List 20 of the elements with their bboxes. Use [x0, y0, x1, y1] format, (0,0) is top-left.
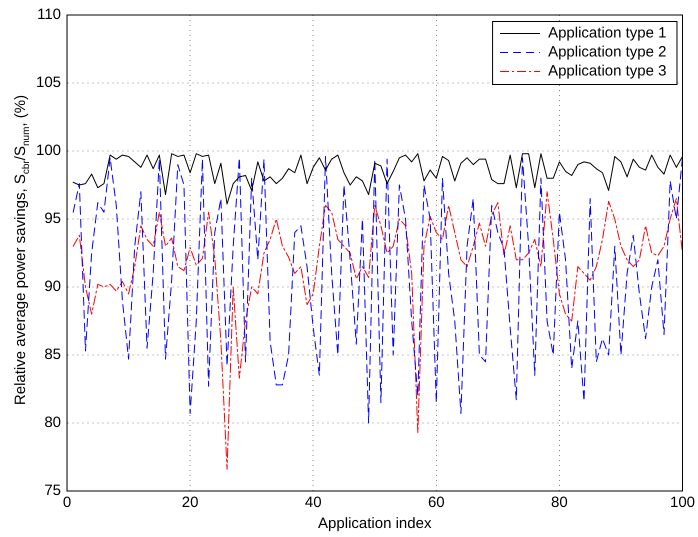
- y-tick-label: 75: [44, 482, 62, 500]
- x-axis-title: Application index: [318, 515, 432, 532]
- y-tick-label: 85: [44, 346, 62, 364]
- x-tick-label: 60: [428, 494, 445, 512]
- legend-label: Application type 3: [548, 62, 666, 80]
- legend-label: Application type 1: [548, 24, 666, 42]
- y-tick-label: 80: [44, 414, 62, 432]
- legend-label: Application type 2: [548, 44, 666, 61]
- y-tick-label: 95: [44, 210, 62, 228]
- x-tick-label: 80: [551, 494, 568, 512]
- y-tick-label: 110: [37, 6, 62, 24]
- x-tick-label: 40: [304, 494, 322, 512]
- y-tick-label: 90: [44, 278, 62, 296]
- x-tick-label: 100: [670, 494, 695, 512]
- x-tick-label: 0: [62, 494, 72, 512]
- line-series: [72, 191, 682, 470]
- y-tick-label: 100: [36, 142, 62, 160]
- line-series: [72, 156, 682, 424]
- x-tick-label: 20: [182, 494, 198, 512]
- y-tick-label: 105: [36, 74, 62, 92]
